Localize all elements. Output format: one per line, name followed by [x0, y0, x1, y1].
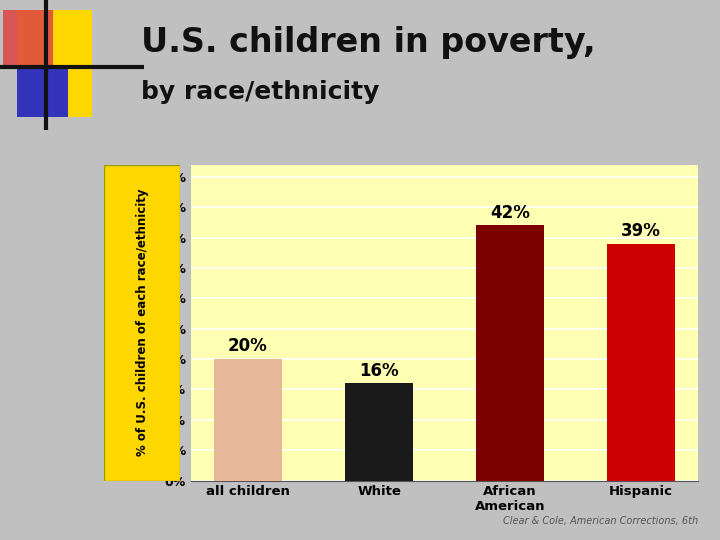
Text: Clear & Cole, American Corrections, 6th: Clear & Cole, American Corrections, 6th — [503, 516, 698, 525]
Text: 42%: 42% — [490, 204, 530, 222]
Text: 16%: 16% — [359, 362, 399, 380]
Bar — [607, 244, 675, 481]
Text: U.S. children in poverty,: U.S. children in poverty, — [141, 26, 596, 59]
Bar — [214, 359, 282, 481]
Bar — [476, 226, 544, 481]
Text: by race/ethnicity: by race/ethnicity — [141, 80, 379, 104]
Bar — [3, 10, 53, 68]
Text: 39%: 39% — [621, 222, 661, 240]
Text: 20%: 20% — [228, 338, 268, 355]
FancyBboxPatch shape — [104, 165, 180, 481]
Bar — [17, 68, 68, 117]
Text: % of U.S. children of each race/ethnicity: % of U.S. children of each race/ethnicit… — [135, 189, 149, 456]
Bar — [17, 10, 92, 117]
Bar — [345, 383, 413, 481]
